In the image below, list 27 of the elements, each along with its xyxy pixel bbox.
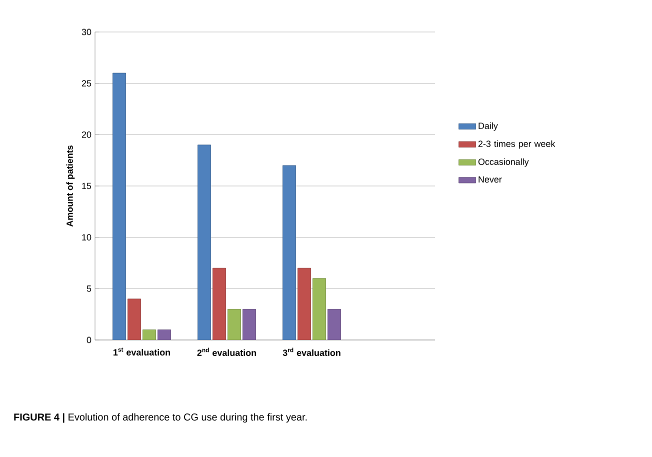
bar [242, 308, 256, 340]
y-tick-label: 30 [82, 28, 92, 36]
bar [328, 308, 341, 340]
bar [228, 308, 241, 340]
legend-label: Occasionally [478, 158, 529, 167]
bar [198, 144, 211, 340]
bar [112, 72, 126, 340]
bar [128, 298, 141, 340]
y-axis-title: Amount of patients [66, 146, 75, 227]
y-tick-label: 25 [82, 80, 92, 86]
x-tick-label: 3$^{rd}$ evaluation [282, 348, 340, 356]
text: FIGURE 4 | Evolution of adherence to CG use during the first year. [14, 413, 307, 423]
bar [282, 165, 296, 340]
y-tick-label: 15 [82, 182, 92, 190]
bar [298, 268, 311, 340]
legend-label: Daily [478, 122, 498, 131]
y-tick-label: 5 [86, 286, 92, 292]
x-tick-label: 2$^{nd}$ evaluation [197, 348, 256, 356]
bar [312, 278, 326, 340]
y-tick-label: 10 [82, 234, 92, 240]
bar [142, 330, 156, 340]
y-tick-label: 20 [82, 131, 92, 138]
y-tick-label: 0 [86, 336, 92, 344]
legend-label: Never [478, 176, 502, 183]
bar [212, 268, 226, 340]
x-tick-label: 1$^{st}$ evaluation [114, 348, 170, 356]
legend-label: 2-3 times per week [478, 140, 556, 149]
